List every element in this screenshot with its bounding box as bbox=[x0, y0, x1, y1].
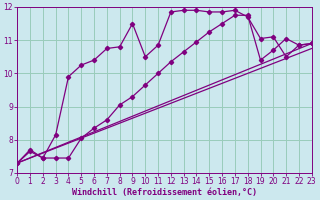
X-axis label: Windchill (Refroidissement éolien,°C): Windchill (Refroidissement éolien,°C) bbox=[72, 188, 257, 197]
